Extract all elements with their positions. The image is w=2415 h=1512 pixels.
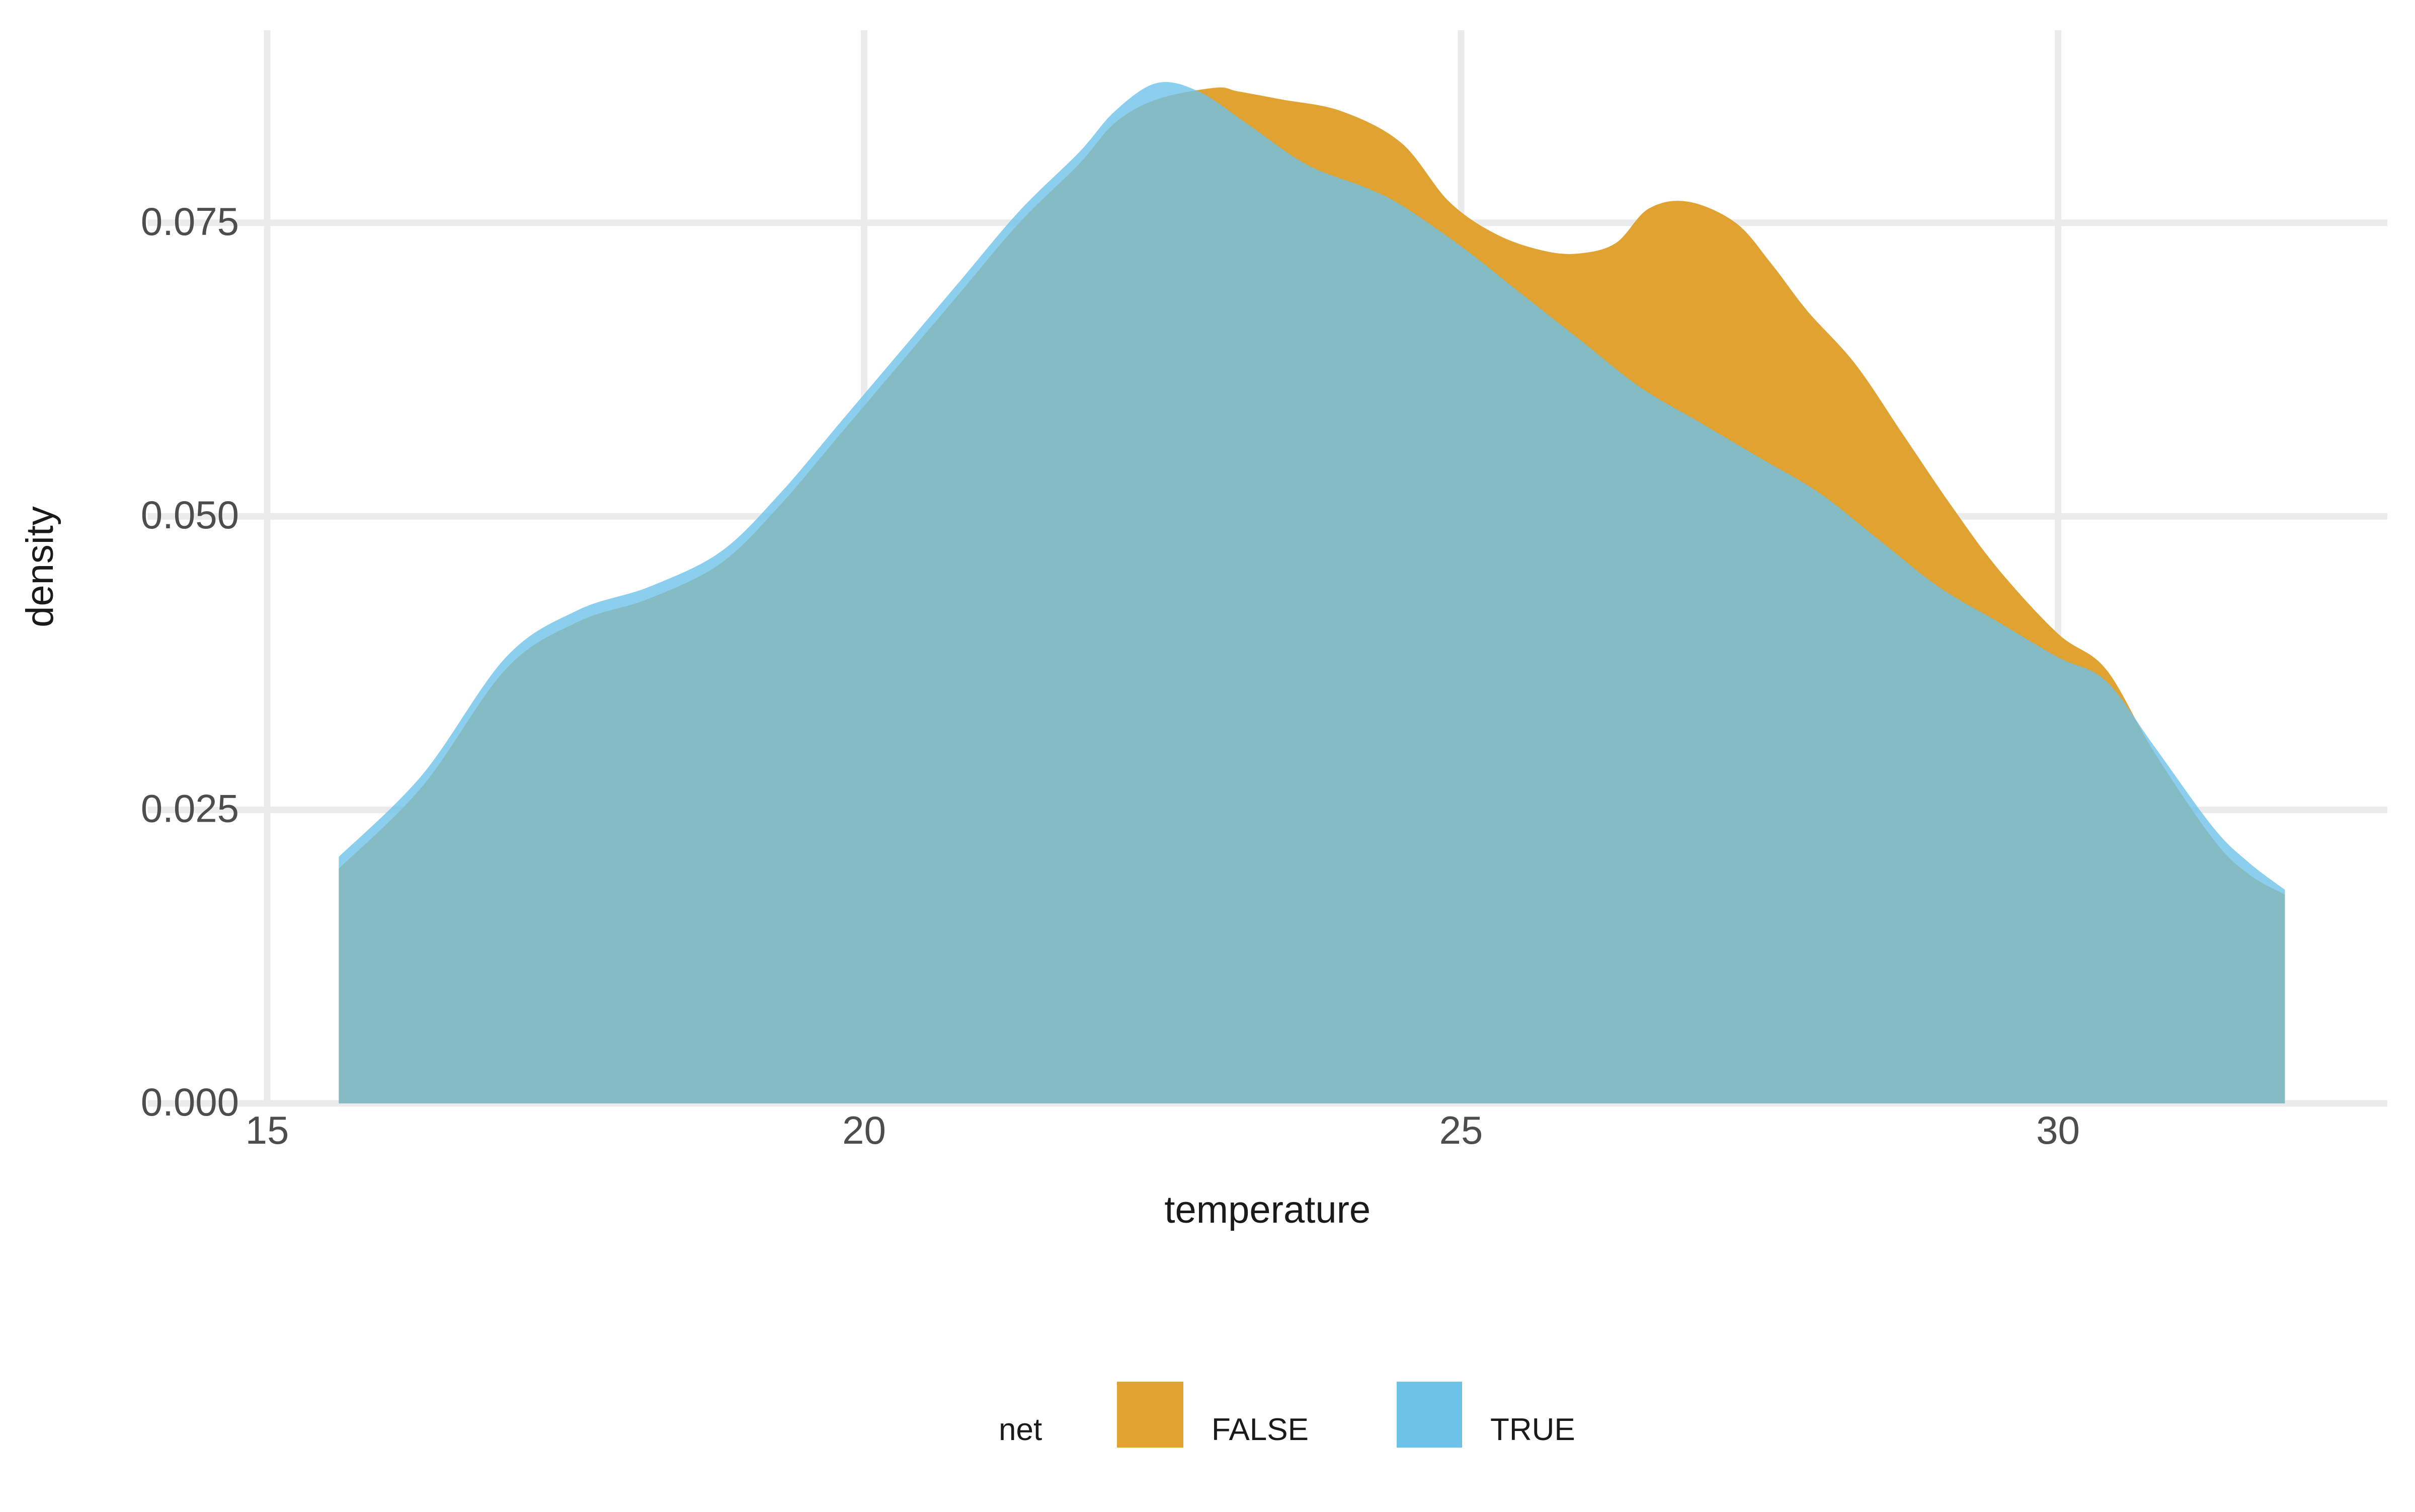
svg-text:0.000: 0.000 bbox=[141, 1080, 239, 1124]
svg-text:net: net bbox=[999, 1412, 1042, 1447]
svg-text:0.025: 0.025 bbox=[141, 786, 239, 831]
svg-text:density: density bbox=[19, 506, 61, 627]
svg-text:FALSE: FALSE bbox=[1212, 1412, 1309, 1447]
svg-text:TRUE: TRUE bbox=[1490, 1412, 1575, 1447]
svg-text:0.050: 0.050 bbox=[141, 493, 239, 537]
svg-text:25: 25 bbox=[1439, 1108, 1483, 1152]
svg-text:0.075: 0.075 bbox=[141, 199, 239, 244]
svg-text:30: 30 bbox=[2036, 1108, 2080, 1152]
svg-text:15: 15 bbox=[246, 1108, 289, 1152]
svg-text:20: 20 bbox=[842, 1108, 886, 1152]
svg-text:temperature: temperature bbox=[1164, 1188, 1371, 1231]
